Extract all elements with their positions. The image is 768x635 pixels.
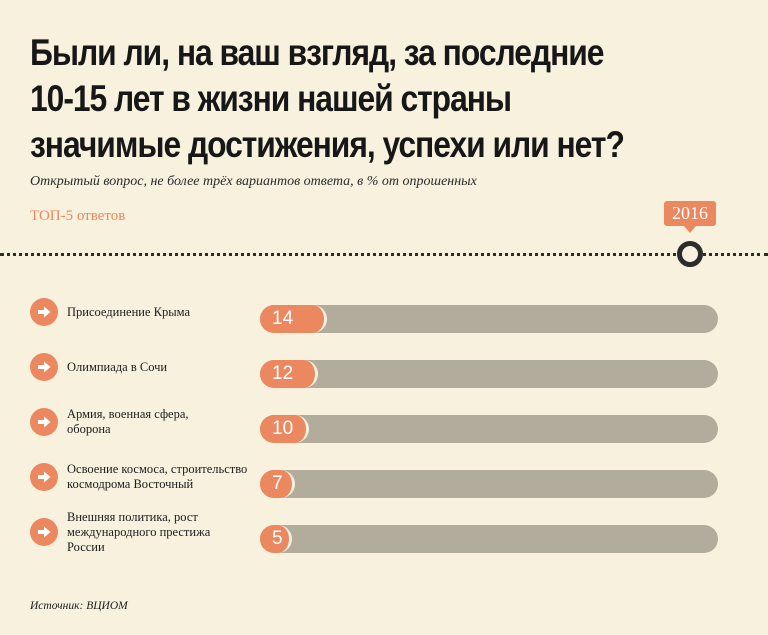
bar-chart: Присоединение Крыма 14 Олимпиада в Сочи 12 А… <box>0 290 768 590</box>
bar-row: Внешняя политика, рост международного пре… <box>0 510 768 554</box>
bar-value-label: 12 <box>272 363 294 384</box>
bar-fill <box>260 360 318 388</box>
bar-track: 10 <box>260 415 718 443</box>
arrow-right-icon <box>30 408 58 436</box>
bar-category-label: Олимпиада в Сочи <box>67 359 168 374</box>
bar-row: Олимпиада в Сочи 12 <box>0 345 768 389</box>
bar-category-label: Внешняя политика, рост международного пре… <box>67 509 211 554</box>
bar-row: Армия, военная сфера, оборона 10 <box>0 400 768 444</box>
timeline-dot-icon <box>677 241 703 267</box>
section-label: ТОП-5 ответов <box>30 208 126 224</box>
year-badge: 2016 <box>664 201 716 233</box>
bar-track: 5 <box>260 525 718 553</box>
bar-category-label: Освоение космоса, строительство космодром… <box>67 462 248 491</box>
bar-value-label: 14 <box>272 308 294 329</box>
bar-track: 7 <box>260 470 718 498</box>
bar-track: 12 <box>260 360 718 388</box>
bar-fill <box>260 470 295 498</box>
chart-title: Были ли, на ваш взгляд, за последние 10-… <box>30 30 649 168</box>
bar-value-label: 7 <box>272 473 283 494</box>
bar-track: 14 <box>260 305 718 333</box>
title-line: Были ли, на ваш взгляд, за последние <box>30 32 604 73</box>
bar-value-label: 5 <box>272 528 283 549</box>
chart-subtitle: Открытый вопрос, не более трёх вариантов… <box>30 174 477 189</box>
arrow-right-icon <box>30 353 58 381</box>
arrow-right-icon <box>30 518 58 546</box>
bar-category-label: Присоединение Крыма <box>67 304 190 319</box>
bar-value-label: 10 <box>272 418 294 439</box>
bar-fill <box>260 415 309 443</box>
arrow-right-icon <box>30 298 58 326</box>
arrow-right-icon <box>30 463 58 491</box>
bar-fill <box>260 305 327 333</box>
timeline-line <box>0 253 768 256</box>
bar-row: Присоединение Крыма 14 <box>0 290 768 334</box>
title-line: значимые достижения, успехи или нет? <box>30 124 625 165</box>
title-line: 10-15 лет в жизни нашей страны <box>30 78 512 119</box>
bar-fill <box>260 525 292 553</box>
bar-category-label: Армия, военная сфера, оборона <box>67 407 189 436</box>
source-note: Источник: ВЦИОМ <box>30 600 128 612</box>
bar-row: Освоение космоса, строительство космодром… <box>0 455 768 499</box>
